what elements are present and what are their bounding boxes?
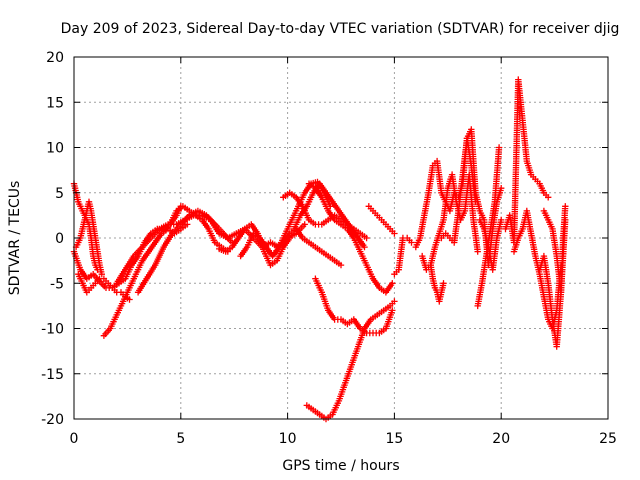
data-point-markers — [290, 180, 368, 251]
data-point-markers — [216, 221, 293, 269]
y-tick-label: 15 — [46, 95, 64, 111]
y-tick-label: 20 — [46, 50, 64, 66]
series-s13 — [305, 180, 396, 296]
series-s17 — [365, 203, 398, 237]
y-tick-label: -20 — [41, 412, 64, 428]
data-point-markers — [312, 275, 396, 337]
y-axis-label: SDTVAR / TECUs — [7, 181, 23, 296]
y-tick-label: 5 — [55, 186, 64, 202]
data-point-markers — [476, 216, 505, 273]
data-series — [70, 76, 569, 423]
chart-title: Day 209 of 2023, Sidereal Day-to-day VTE… — [61, 21, 620, 37]
data-point-markers — [305, 180, 396, 296]
data-point-markers — [391, 234, 415, 278]
data-point-markers — [70, 203, 184, 291]
series-s20 — [419, 171, 481, 273]
data-point-markers — [427, 261, 447, 305]
series-s03 — [72, 198, 105, 278]
x-axis-label: GPS time / hours — [282, 458, 399, 474]
series-s09 — [216, 221, 293, 269]
x-tick-label: 15 — [385, 431, 403, 447]
series-s01 — [70, 203, 184, 291]
x-tick-label: 10 — [279, 431, 297, 447]
series-s14 — [290, 180, 368, 251]
data-point-markers — [438, 135, 479, 246]
data-point-markers — [303, 298, 398, 423]
series-s22 — [438, 135, 479, 246]
y-tick-label: -10 — [41, 322, 64, 338]
y-tick-label: -15 — [41, 367, 64, 383]
y-tick-label: 0 — [55, 231, 64, 247]
series-s21 — [427, 261, 447, 305]
y-tick-label: 10 — [46, 141, 64, 157]
series-s16 — [303, 298, 398, 423]
data-point-markers — [365, 203, 398, 237]
series-s24 — [476, 216, 505, 273]
data-point-markers — [419, 171, 481, 273]
x-tick-label: 0 — [70, 431, 79, 447]
data-point-markers — [72, 198, 105, 278]
series-s28 — [540, 203, 569, 296]
series-s15 — [312, 275, 396, 337]
axis-ticks: 0 5 10 15 20 25 -20 -15 -10 -5 0 5 10 15 20 — [41, 50, 617, 447]
series-s18 — [391, 234, 415, 278]
y-tick-label: -5 — [50, 276, 64, 292]
series-s25 — [502, 76, 552, 246]
grid — [74, 57, 608, 419]
x-tick-label: 20 — [492, 431, 510, 447]
x-tick-label: 25 — [599, 431, 617, 447]
data-point-markers — [502, 76, 552, 246]
x-tick-label: 5 — [176, 431, 185, 447]
data-point-markers — [540, 203, 569, 296]
